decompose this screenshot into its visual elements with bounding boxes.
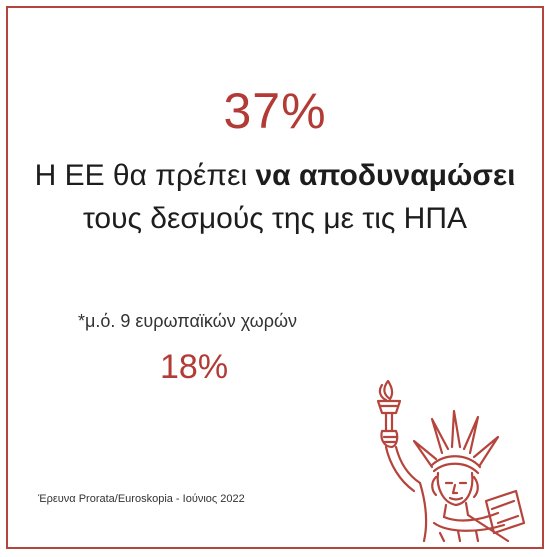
main-percentage: 37% (223, 83, 327, 139)
statue-of-liberty-icon (376, 379, 526, 543)
infographic-card: 37% Η ΕΕ θα πρέπει να αποδυναμώσει τους … (6, 6, 544, 549)
headline-bold: να αποδυναμώσει (255, 159, 516, 192)
source-note: Έρευνα Prorata/Euroskopia - Ιούνιος 2022 (38, 493, 245, 505)
average-percentage: 18% (160, 348, 229, 386)
average-label: *μ.ό. 9 ευρωπαϊκών χωρών (78, 311, 298, 331)
headline-line2: τους δεσμούς της με τις ΗΠΑ (82, 202, 468, 235)
headline-prefix: Η ΕΕ θα πρέπει (34, 159, 256, 192)
headline-statement: Η ΕΕ θα πρέπει να αποδυναμώσει τους δεσμ… (8, 154, 542, 240)
